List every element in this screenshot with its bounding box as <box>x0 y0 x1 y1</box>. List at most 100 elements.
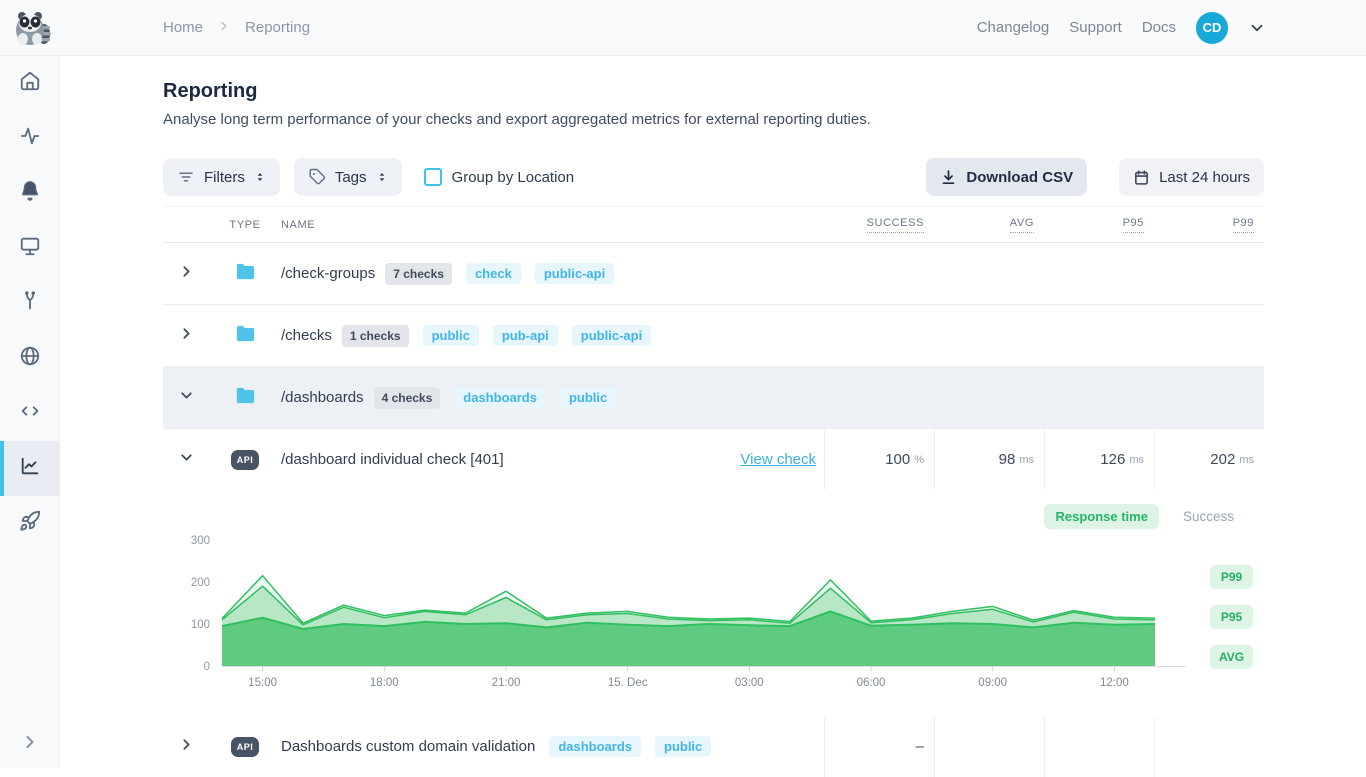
nav-changelog[interactable]: Changelog <box>976 19 1050 36</box>
chevron-down-icon <box>178 387 195 409</box>
metric-cell: 202 ms <box>1154 429 1264 490</box>
sidebar-item-maintenance[interactable] <box>0 276 60 331</box>
breadcrumb: Home Reporting <box>163 19 310 36</box>
check-count-badge: 4 checks <box>373 386 441 409</box>
expand-row-button[interactable] <box>163 305 209 366</box>
api-type-badge: API <box>230 449 260 470</box>
table-row-dashboard-individual-check-401: API/dashboard individual check [401] View… <box>163 428 1264 490</box>
header-p99[interactable]: P99 <box>1232 217 1254 233</box>
tag-public[interactable]: public <box>655 736 712 757</box>
tag-public-api[interactable]: public-api <box>571 325 652 346</box>
metric-cell <box>1154 305 1264 366</box>
svg-text:15:00: 15:00 <box>248 677 277 689</box>
activity-icon <box>19 125 41 152</box>
badge-p99[interactable]: P99 <box>1210 565 1254 589</box>
nav-support[interactable]: Support <box>1069 19 1122 36</box>
user-avatar[interactable]: CD <box>1196 11 1228 44</box>
sidebar-collapse-button[interactable] <box>0 724 60 760</box>
metric-cell <box>824 243 934 304</box>
tag-public[interactable]: public <box>422 325 479 346</box>
sidebar-item-reporting-chart[interactable] <box>0 441 60 496</box>
metric-cell <box>1044 367 1154 428</box>
bell-icon <box>19 180 41 207</box>
badge-p95[interactable]: P95 <box>1210 605 1254 629</box>
row-name: /dashboard individual check [401] <box>281 451 504 468</box>
sidebar-item-globe[interactable] <box>0 331 60 386</box>
checkly-raccoon-logo[interactable] <box>11 8 51 48</box>
folder-icon <box>234 384 257 412</box>
sidebar-item-code[interactable] <box>0 386 60 441</box>
badge-avg[interactable]: AVG <box>1210 645 1254 669</box>
tags-button[interactable]: Tags <box>293 158 402 196</box>
table-row-checks: /checks 1 checks public pub-api public-api <box>163 304 1264 366</box>
metric-cell <box>934 305 1044 366</box>
tag-check[interactable]: check <box>465 263 521 284</box>
check-count-badge: 1 checks <box>341 324 409 347</box>
svg-text:09:00: 09:00 <box>978 677 1007 689</box>
nav-docs[interactable]: Docs <box>1141 19 1176 36</box>
metric-value: 126 <box>1100 451 1126 468</box>
group-by-location-toggle[interactable]: Group by Location <box>423 168 575 186</box>
tag-dashboards[interactable]: dashboards <box>454 387 546 408</box>
updown-caret-icon <box>257 173 263 181</box>
chevron-right-icon <box>178 263 195 285</box>
account-menu-chevron-icon[interactable] <box>1248 19 1266 37</box>
expand-row-button[interactable] <box>163 716 209 777</box>
collapse-row-button[interactable] <box>163 429 209 490</box>
svg-text:100: 100 <box>191 619 210 631</box>
row-name-cell: /check-groups 7 checks check public-api <box>281 243 824 304</box>
legend-success[interactable]: Success <box>1182 509 1234 524</box>
header-p95[interactable]: P95 <box>1122 217 1144 233</box>
metric-unit: ms <box>1019 453 1034 466</box>
breadcrumb-home[interactable]: Home <box>163 19 204 36</box>
legend-response-time[interactable]: Response time <box>1044 504 1159 529</box>
sidebar-item-rocket[interactable] <box>0 496 60 551</box>
metric-unit: ms <box>1129 453 1144 466</box>
sidebar-item-monitor[interactable] <box>0 221 60 276</box>
header-avg[interactable]: AVG <box>1009 217 1034 233</box>
metric-cell: – <box>824 716 934 777</box>
table-row-dashboards-custom-domain-validation: API Dashboards custom domain validation da… <box>163 716 1264 777</box>
svg-text:15. Dec: 15. Dec <box>608 677 648 689</box>
tag-icon <box>309 168 325 185</box>
filters-label: Filters <box>204 168 245 186</box>
row-name-cell: /dashboard individual check [401] View ch… <box>281 429 824 490</box>
metric-cell <box>1154 716 1264 777</box>
group-by-location-checkbox[interactable] <box>423 168 442 186</box>
expand-row-button[interactable] <box>163 243 209 304</box>
collapse-row-button[interactable] <box>163 367 209 428</box>
rocket-icon <box>19 510 41 537</box>
metric-cell: 126 ms <box>1044 429 1154 490</box>
download-csv-button[interactable]: Download CSV <box>926 158 1088 196</box>
page-title: Reporting <box>163 80 258 102</box>
metric-value: 98 <box>998 451 1016 468</box>
date-range-label: Last 24 hours <box>1159 168 1250 186</box>
header-success[interactable]: SUCCESS <box>866 217 924 233</box>
tags-label: Tags <box>334 168 367 186</box>
folder-icon <box>234 260 257 288</box>
row-name: /check-groups <box>281 265 376 282</box>
tag-dashboards[interactable]: dashboards <box>549 736 641 757</box>
group-by-location-label: Group by Location <box>451 168 575 186</box>
calendar-icon <box>1135 169 1149 185</box>
table-row-check-groups: /check-groups 7 checks check public-api <box>163 243 1264 304</box>
row-name-cell: /checks 1 checks public pub-api public-api <box>281 305 824 366</box>
date-range-button[interactable]: Last 24 hours <box>1119 158 1264 196</box>
filters-button[interactable]: Filters <box>163 158 280 196</box>
folder-icon <box>234 322 257 350</box>
sidebar-item-activity[interactable] <box>0 111 60 166</box>
tag-public-api[interactable]: public-api <box>534 263 615 284</box>
view-check-link[interactable]: View check <box>740 451 816 468</box>
svg-text:18:00: 18:00 <box>370 677 399 689</box>
main-panel: Reporting Analyse long term performance … <box>60 56 1366 777</box>
page-subtitle: Analyse long term performance of your ch… <box>163 111 871 128</box>
tag-public[interactable]: public <box>559 387 617 408</box>
svg-text:300: 300 <box>191 535 210 547</box>
tag-pub-api[interactable]: pub-api <box>492 325 558 346</box>
sidebar-item-home[interactable] <box>0 56 60 111</box>
metric-cell <box>1044 305 1154 366</box>
sidebar <box>0 56 60 768</box>
metric-cell <box>824 367 934 428</box>
reporting-chart-icon <box>19 455 41 482</box>
sidebar-item-bell[interactable] <box>0 166 60 221</box>
